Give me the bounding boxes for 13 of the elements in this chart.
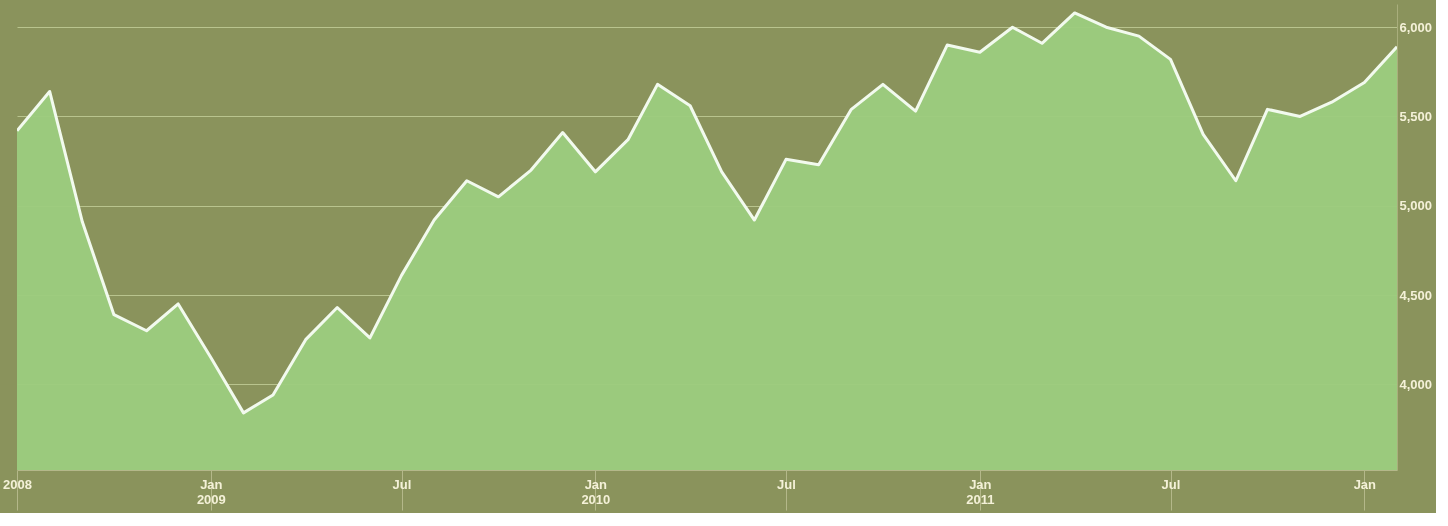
x-tick-label: Jan 2010 (581, 476, 611, 507)
y-tick-label: 6,000 (1399, 19, 1433, 35)
x-tick-label: Jul (392, 476, 412, 492)
x-tick-label: 2008 (3, 476, 32, 492)
x-tick-label: Jan (1353, 476, 1377, 492)
y-tick-label: 4,000 (1399, 376, 1433, 392)
y-tick-label: 5,000 (1399, 198, 1433, 214)
x-tick-label: Jul (1161, 476, 1181, 492)
x-tick-label: Jan 2011 (966, 476, 995, 507)
y-tick-label: 5,500 (1399, 108, 1433, 124)
x-tick-label: Jul (777, 476, 796, 492)
y-tick-label: 4,500 (1399, 287, 1433, 303)
x-tick-label: Jan 2009 (196, 476, 226, 507)
